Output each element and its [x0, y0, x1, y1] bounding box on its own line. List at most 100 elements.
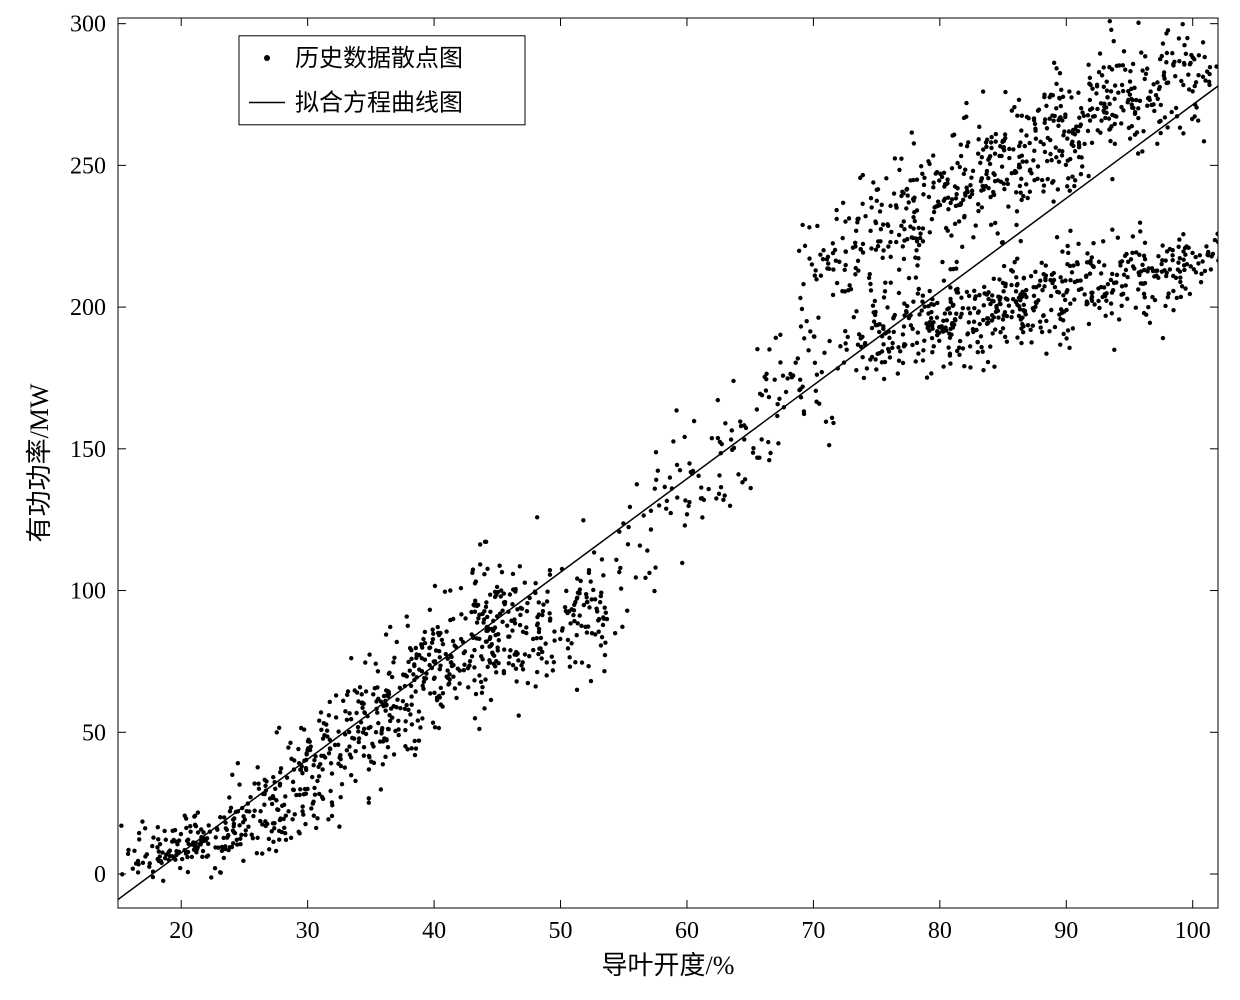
scatter-point [1223, 299, 1227, 303]
scatter-point [653, 565, 657, 569]
scatter-point [1038, 279, 1042, 283]
scatter-point [1086, 174, 1090, 178]
scatter-point [1015, 209, 1019, 213]
scatter-point [903, 343, 907, 347]
scatter-point [516, 713, 520, 717]
scatter-point [995, 231, 999, 235]
scatter-point [445, 668, 449, 672]
scatter-point [798, 377, 802, 381]
scatter-point [801, 282, 805, 286]
scatter-point [1189, 53, 1193, 57]
scatter-point [1018, 184, 1022, 188]
scatter-point [177, 838, 181, 842]
scatter-point [857, 332, 861, 336]
scatter-point [545, 589, 549, 593]
scatter-point [916, 351, 920, 355]
scatter-point [843, 329, 847, 333]
scatter-point [907, 276, 911, 280]
scatter-point [1031, 158, 1035, 162]
scatter-point [376, 697, 380, 701]
scatter-point [953, 318, 957, 322]
scatter-point [1043, 117, 1047, 121]
scatter-point [1086, 63, 1090, 67]
scatter-point [831, 293, 835, 297]
scatter-point [917, 243, 921, 247]
scatter-point [547, 611, 551, 615]
scatter-point [1051, 118, 1055, 122]
scatter-point [367, 796, 371, 800]
scatter-point [278, 782, 282, 786]
scatter-point [909, 323, 913, 327]
scatter-point [1067, 129, 1071, 133]
scatter-point [206, 853, 210, 857]
scatter-point [967, 320, 971, 324]
scatter-point [966, 306, 970, 310]
scatter-point [923, 304, 927, 308]
scatter-point [201, 849, 205, 853]
scatter-point [1201, 40, 1205, 44]
scatter-point [472, 648, 476, 652]
scatter-point [906, 193, 910, 197]
scatter-point [1105, 89, 1109, 93]
scatter-point [962, 172, 966, 176]
scatter-point [397, 733, 401, 737]
scatter-point [901, 332, 905, 336]
scatter-point [929, 316, 933, 320]
scatter-point [330, 814, 334, 818]
scatter-point [311, 800, 315, 804]
scatter-point [1053, 285, 1057, 289]
y-tick-label: 50 [82, 720, 106, 746]
scatter-point [1044, 263, 1048, 267]
scatter-point [1148, 321, 1152, 325]
scatter-point [417, 738, 421, 742]
scatter-point [1159, 262, 1163, 266]
scatter-point [1090, 299, 1094, 303]
scatter-point [1102, 101, 1106, 105]
scatter-point [375, 711, 379, 715]
scatter-point [567, 655, 571, 659]
scatter-point [834, 208, 838, 212]
scatter-point [1198, 253, 1202, 257]
scatter-point [876, 187, 880, 191]
scatter-point [491, 629, 495, 633]
scatter-point [962, 116, 966, 120]
scatter-point [296, 747, 300, 751]
scatter-point [440, 704, 444, 708]
scatter-point [1007, 156, 1011, 160]
scatter-point [1196, 73, 1200, 77]
scatter-point [1071, 144, 1075, 148]
scatter-point [1003, 335, 1007, 339]
scatter-point [488, 592, 492, 596]
scatter-point [1014, 190, 1018, 194]
scatter-point [682, 435, 686, 439]
scatter-point [1108, 127, 1112, 131]
scatter-point [1109, 28, 1113, 32]
scatter-point [881, 324, 885, 328]
scatter-point [1043, 276, 1047, 280]
scatter-point [421, 637, 425, 641]
scatter-point [454, 696, 458, 700]
scatter-point [1034, 136, 1038, 140]
scatter-point [755, 347, 759, 351]
scatter-point [196, 830, 200, 834]
scatter-point [161, 879, 165, 883]
scatter-point [858, 176, 862, 180]
scatter-point [319, 754, 323, 758]
scatter-point [341, 699, 345, 703]
scatter-point [1049, 294, 1053, 298]
scatter-point [1021, 194, 1025, 198]
scatter-point [1115, 273, 1119, 277]
scatter-point [865, 366, 869, 370]
scatter-point [271, 840, 275, 844]
scatter-point [277, 838, 281, 842]
scatter-point [1045, 126, 1049, 130]
scatter-point [120, 872, 124, 876]
scatter-point [257, 787, 261, 791]
scatter-point [428, 608, 432, 612]
scatter-point [988, 195, 992, 199]
scatter-point [406, 708, 410, 712]
scatter-point [993, 327, 997, 331]
scatter-point [1166, 295, 1170, 299]
scatter-point [1028, 328, 1032, 332]
scatter-point [1019, 128, 1023, 132]
